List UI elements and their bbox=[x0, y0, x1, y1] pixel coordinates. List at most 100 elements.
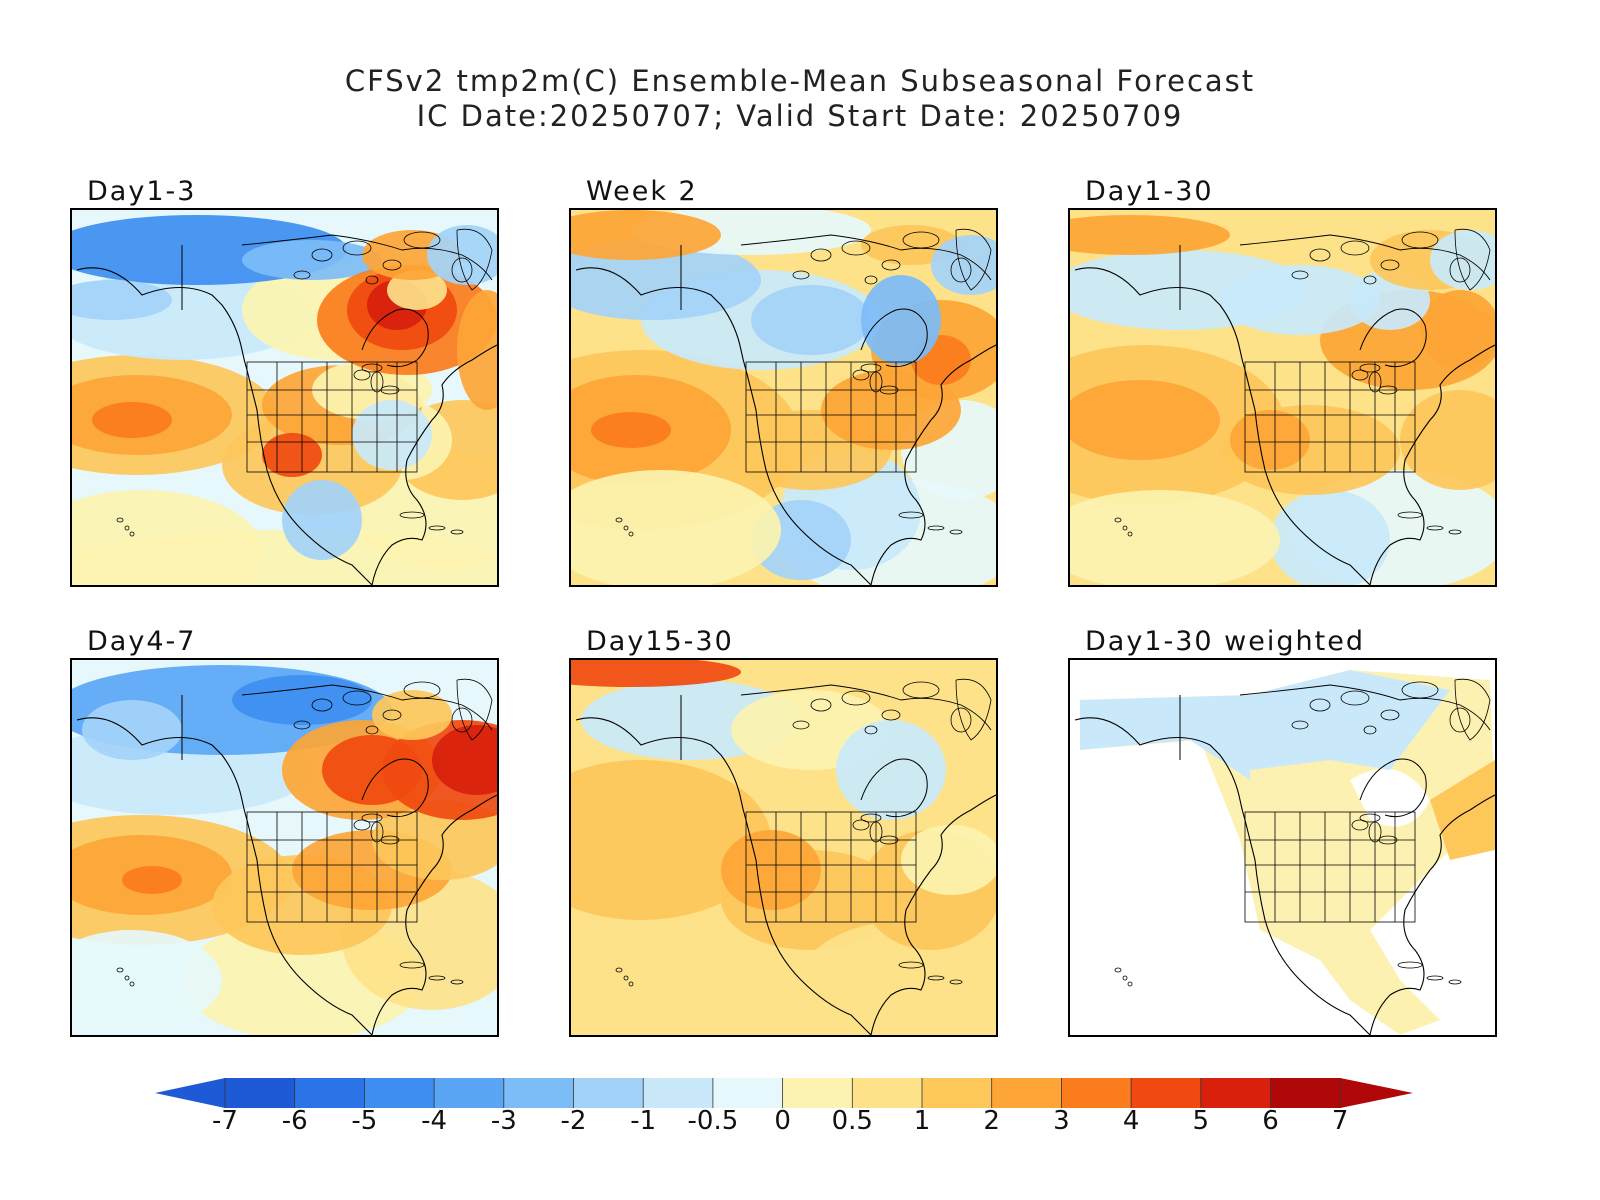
colorbar-bin bbox=[225, 1078, 296, 1108]
caribbean-island bbox=[927, 975, 945, 981]
east-canada-shading bbox=[1430, 760, 1495, 860]
hawaii-island bbox=[623, 525, 629, 531]
coastline-west bbox=[1074, 717, 1371, 1035]
hawaii-island bbox=[1127, 531, 1133, 537]
hawaii-island bbox=[1122, 525, 1128, 531]
hawaii-island bbox=[628, 981, 634, 987]
great-lake bbox=[1378, 835, 1398, 845]
state-boundaries bbox=[1244, 811, 1416, 923]
anomaly-region bbox=[1070, 215, 1230, 255]
caribbean-island bbox=[898, 961, 924, 969]
arctic-island bbox=[1309, 248, 1331, 262]
colorbar-bin bbox=[294, 1078, 365, 1108]
arctic-island bbox=[382, 259, 402, 271]
anomaly-region bbox=[931, 235, 996, 295]
colorbar-tick-label: 4 bbox=[1122, 1106, 1140, 1136]
arctic-coast bbox=[740, 684, 992, 731]
anomaly-region bbox=[901, 825, 996, 895]
anomaly-region bbox=[282, 480, 362, 560]
great-lake bbox=[370, 371, 384, 393]
great-lake bbox=[353, 369, 371, 381]
arctic-island bbox=[1449, 257, 1471, 283]
colorbar-tick-label: 5 bbox=[1192, 1106, 1210, 1136]
hudson-bay-outline bbox=[361, 308, 429, 368]
hawaii-island bbox=[116, 517, 124, 523]
colorbar-bin bbox=[573, 1078, 644, 1108]
colorbar-bin bbox=[434, 1078, 505, 1108]
great-lake bbox=[361, 363, 383, 373]
colorbar-tick-label: -4 bbox=[421, 1106, 448, 1136]
arctic-island bbox=[403, 681, 441, 699]
arctic-island bbox=[1401, 231, 1439, 249]
arctic-island bbox=[382, 709, 402, 721]
great-lake bbox=[869, 371, 883, 393]
arctic-island bbox=[293, 270, 311, 280]
coastline-east bbox=[371, 794, 497, 1035]
great-lake bbox=[1378, 385, 1398, 395]
anomaly-region bbox=[1400, 390, 1495, 490]
great-lake bbox=[380, 385, 400, 395]
arctic-island bbox=[864, 725, 878, 735]
colorbar-bin bbox=[503, 1078, 574, 1108]
anomaly-region bbox=[242, 240, 382, 280]
coastline-west bbox=[76, 717, 373, 1035]
arctic-island bbox=[881, 709, 901, 721]
great-lake bbox=[879, 835, 899, 845]
coastline-west bbox=[76, 267, 373, 585]
panel-label-day15-30: Day15-30 bbox=[586, 626, 734, 657]
hawaii-island bbox=[116, 967, 124, 973]
hawaii-island bbox=[1114, 517, 1122, 523]
state-boundaries bbox=[246, 361, 418, 473]
caribbean-island bbox=[949, 979, 963, 985]
anomaly-region bbox=[372, 690, 452, 740]
arctic-island bbox=[1309, 698, 1331, 712]
arctic-island bbox=[841, 690, 871, 706]
greenland-outline bbox=[1454, 228, 1491, 291]
great-lake bbox=[852, 369, 870, 381]
anomaly-region bbox=[72, 280, 172, 320]
anomaly-region bbox=[72, 930, 222, 1030]
arctic-coast bbox=[241, 684, 493, 731]
anomaly-region bbox=[1230, 410, 1310, 470]
colorbar-tick-label: -6 bbox=[281, 1106, 308, 1136]
colorbar-bin bbox=[782, 1078, 853, 1108]
anomaly-region bbox=[801, 920, 996, 1035]
arctic-island bbox=[342, 690, 372, 706]
colorbar-arrow-low bbox=[155, 1078, 225, 1108]
great-lake bbox=[1351, 369, 1369, 381]
anomaly-region bbox=[581, 930, 801, 1035]
coastline-east bbox=[1369, 794, 1495, 1035]
anomaly-region bbox=[92, 402, 172, 438]
arctic-island bbox=[311, 248, 333, 262]
arctic-coast bbox=[1239, 684, 1491, 731]
arctic-island bbox=[1401, 681, 1439, 699]
state-boundaries bbox=[745, 811, 917, 923]
great-lake bbox=[370, 821, 384, 843]
arctic-island bbox=[1449, 707, 1471, 733]
colorbar-bin bbox=[1270, 1078, 1341, 1108]
hawaii-island bbox=[628, 531, 634, 537]
great-lake bbox=[1359, 363, 1381, 373]
arctic-island bbox=[342, 240, 372, 256]
anomaly-region bbox=[1070, 490, 1280, 585]
arctic-island bbox=[810, 698, 832, 712]
anomaly-region bbox=[836, 720, 946, 820]
arctic-island bbox=[950, 707, 972, 733]
great-lake bbox=[879, 385, 899, 395]
greenland-outline bbox=[1454, 678, 1491, 741]
arctic-island bbox=[1363, 275, 1377, 285]
caribbean-island bbox=[1448, 529, 1462, 535]
hawaii-island bbox=[623, 975, 629, 981]
anomaly-region bbox=[1430, 230, 1495, 290]
colorbar-tick-label: 0.5 bbox=[831, 1106, 873, 1136]
great-lake bbox=[380, 835, 400, 845]
arctic-shading bbox=[1250, 670, 1450, 770]
great-lake bbox=[353, 819, 371, 831]
colorbar-arrow-high bbox=[1340, 1078, 1413, 1108]
anomaly-region bbox=[82, 700, 182, 760]
colorbar-tick-label: -3 bbox=[490, 1106, 517, 1136]
anomaly-region bbox=[571, 210, 721, 260]
coastline-east bbox=[371, 344, 497, 585]
state-boundaries bbox=[1244, 361, 1416, 473]
panel-label-day4-7: Day4-7 bbox=[87, 626, 197, 657]
